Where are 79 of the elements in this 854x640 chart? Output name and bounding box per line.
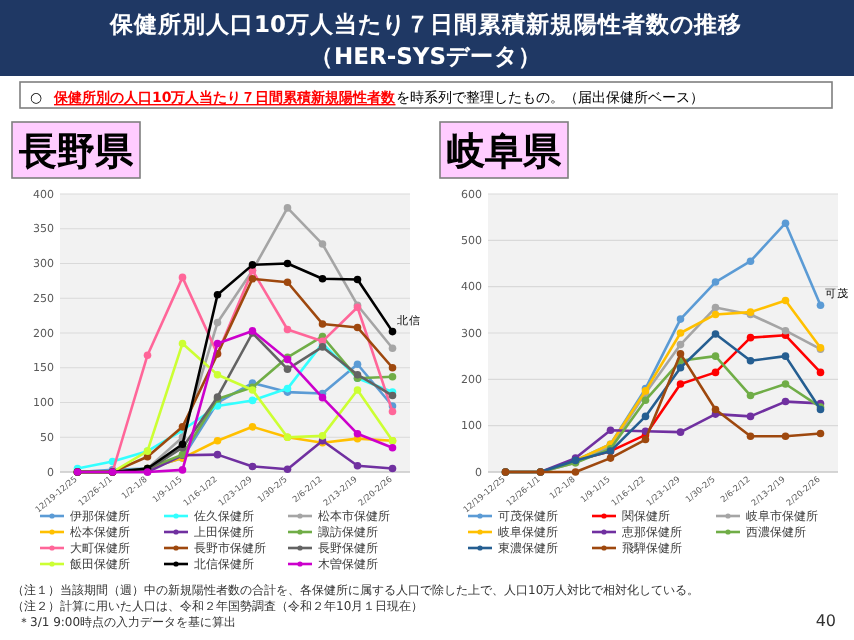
- point: [388, 372, 397, 381]
- point: [781, 296, 790, 305]
- point: [781, 432, 790, 441]
- chart-title: 長野県: [17, 130, 135, 174]
- point: [781, 397, 790, 406]
- point: [746, 357, 755, 365]
- point: [353, 429, 362, 438]
- point: [318, 320, 327, 328]
- text: （HER-SYSデータ）: [309, 42, 543, 70]
- point: [388, 407, 397, 416]
- point: [746, 391, 755, 400]
- point: [353, 323, 362, 332]
- point: [353, 275, 362, 284]
- point: [606, 426, 615, 435]
- point: [711, 405, 720, 414]
- point: [676, 329, 685, 337]
- point: [283, 465, 292, 474]
- point: [248, 261, 257, 269]
- point: [143, 351, 152, 360]
- point: [816, 301, 825, 309]
- point: [353, 386, 362, 394]
- point: [388, 363, 397, 372]
- point: [213, 450, 222, 459]
- point: [781, 380, 790, 388]
- point: [711, 310, 720, 319]
- point: [676, 340, 685, 349]
- point: [746, 412, 755, 421]
- point: [178, 273, 187, 282]
- point: [283, 278, 292, 287]
- point: [178, 466, 187, 474]
- point: [388, 443, 397, 452]
- point: [816, 368, 825, 377]
- point: [353, 360, 362, 369]
- chart-title: 岐阜県: [447, 130, 563, 174]
- point: [676, 350, 685, 358]
- point: [746, 257, 755, 265]
- point: [676, 428, 685, 436]
- point: [571, 468, 580, 476]
- point: [676, 315, 685, 323]
- point: [781, 352, 790, 360]
- point: [711, 330, 720, 338]
- point: [283, 325, 292, 334]
- point: [388, 344, 397, 353]
- point: [711, 368, 720, 377]
- point: [781, 326, 790, 335]
- point: [746, 333, 755, 342]
- point: [213, 339, 222, 348]
- point: [283, 204, 292, 212]
- point: [248, 274, 257, 283]
- point: [641, 396, 650, 404]
- point: [711, 352, 720, 360]
- point: [213, 436, 222, 445]
- point: [248, 462, 257, 471]
- point: [213, 318, 222, 327]
- point: [816, 429, 825, 438]
- point: [248, 423, 257, 431]
- point: [213, 370, 222, 379]
- point: [676, 380, 685, 388]
- point: [711, 278, 720, 286]
- point: [746, 432, 755, 441]
- text: 40: [815, 612, 836, 630]
- point: [641, 435, 650, 444]
- point: [283, 365, 292, 373]
- point: [283, 259, 292, 268]
- point: [676, 363, 685, 372]
- point: [178, 339, 187, 348]
- point: [641, 412, 650, 421]
- text: 保健所別人口10万人当たり７日間累積新規陽性者数の推移: [107, 10, 743, 38]
- point: [353, 461, 362, 470]
- point: [213, 290, 222, 299]
- point: [318, 240, 327, 248]
- point: [781, 219, 790, 227]
- point: [606, 454, 615, 462]
- point: [388, 464, 397, 473]
- point: [318, 432, 327, 440]
- point: [318, 274, 327, 283]
- point: [388, 327, 397, 336]
- point: [248, 396, 257, 405]
- point: [711, 303, 720, 312]
